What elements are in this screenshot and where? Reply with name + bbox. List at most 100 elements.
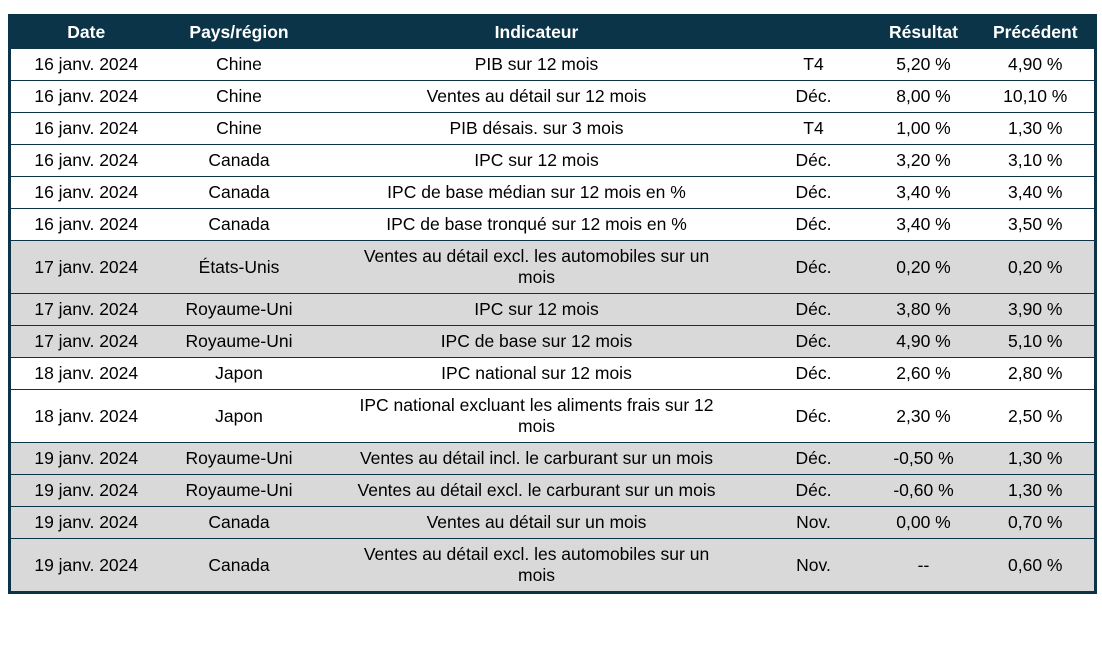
cell-date: 17 janv. 2024 [9, 325, 162, 358]
cell-period: Nov. [756, 506, 871, 539]
cell-result: 0,00 % [870, 506, 977, 539]
cell-region: Canada [161, 506, 317, 539]
cell-previous: 10,10 % [976, 80, 1096, 113]
cell-indicator: Ventes au détail sur un mois [316, 506, 757, 539]
cell-period: Déc. [756, 325, 871, 358]
cell-date: 18 janv. 2024 [9, 389, 162, 443]
cell-indicator: IPC de base sur 12 mois [316, 325, 757, 358]
column-header-indicator: Indicateur [316, 15, 757, 49]
table-row: 19 janv. 2024 Royaume-Uni Ventes au détail… [9, 442, 1096, 475]
table-row: 19 janv. 2024 Canada Ventes au détail excl… [9, 538, 1096, 593]
cell-region: Royaume-Uni [161, 442, 317, 475]
cell-indicator: Ventes au détail excl. le carburant sur … [316, 474, 757, 507]
cell-indicator: IPC national excluant les aliments frais… [316, 389, 757, 443]
cell-previous: 1,30 % [976, 442, 1096, 475]
cell-region: Canada [161, 208, 317, 241]
cell-previous: 0,20 % [976, 240, 1096, 294]
cell-region: Chine [161, 112, 317, 145]
cell-region: Canada [161, 144, 317, 177]
table-row: 17 janv. 2024 États-Unis Ventes au détail … [9, 240, 1096, 294]
cell-indicator: IPC national sur 12 mois [316, 357, 757, 390]
cell-date: 17 janv. 2024 [9, 240, 162, 294]
cell-result: -- [870, 538, 977, 593]
cell-previous: 3,40 % [976, 176, 1096, 209]
cell-period: T4 [756, 48, 871, 81]
cell-region: États-Unis [161, 240, 317, 294]
column-header-period [756, 15, 871, 49]
cell-region: Royaume-Uni [161, 293, 317, 326]
cell-region: Royaume-Uni [161, 325, 317, 358]
cell-result: 1,00 % [870, 112, 977, 145]
cell-date: 19 janv. 2024 [9, 538, 162, 593]
table-row: 19 janv. 2024 Canada Ventes au détail sur … [9, 506, 1096, 539]
table-body: 16 janv. 2024 Chine PIB sur 12 mois T4 5,20 … [9, 48, 1096, 593]
cell-period: Déc. [756, 357, 871, 390]
cell-period: Déc. [756, 293, 871, 326]
table-row: 19 janv. 2024 Royaume-Uni Ventes au détail… [9, 474, 1096, 507]
table-row: 16 janv. 2024 Chine PIB désais. sur 3 mois… [9, 112, 1096, 145]
cell-result: 2,30 % [870, 389, 977, 443]
cell-previous: 3,90 % [976, 293, 1096, 326]
cell-previous: 3,50 % [976, 208, 1096, 241]
cell-period: Déc. [756, 80, 871, 113]
cell-result: 4,90 % [870, 325, 977, 358]
cell-previous: 1,30 % [976, 474, 1096, 507]
cell-period: Déc. [756, 474, 871, 507]
cell-region: Canada [161, 176, 317, 209]
cell-date: 19 janv. 2024 [9, 442, 162, 475]
column-header-result: Résultat [870, 15, 977, 49]
cell-date: 19 janv. 2024 [9, 506, 162, 539]
cell-region: Japon [161, 357, 317, 390]
table-row: 18 janv. 2024 Japon IPC national sur 12 mo… [9, 357, 1096, 390]
cell-previous: 4,90 % [976, 48, 1096, 81]
cell-date: 17 janv. 2024 [9, 293, 162, 326]
table-row: 16 janv. 2024 Chine Ventes au détail sur 1… [9, 80, 1096, 113]
cell-date: 18 janv. 2024 [9, 357, 162, 390]
cell-indicator: PIB sur 12 mois [316, 48, 757, 81]
economic-calendar-table: Date Pays/région Indicateur Résultat Pré… [8, 14, 1097, 594]
cell-date: 16 janv. 2024 [9, 144, 162, 177]
cell-result: 5,20 % [870, 48, 977, 81]
table-row: 16 janv. 2024 Canada IPC sur 12 mois Déc. 3,… [9, 144, 1096, 177]
cell-previous: 2,50 % [976, 389, 1096, 443]
cell-date: 16 janv. 2024 [9, 176, 162, 209]
header-row: Date Pays/région Indicateur Résultat Pré… [9, 15, 1096, 49]
cell-date: 16 janv. 2024 [9, 112, 162, 145]
cell-region: Canada [161, 538, 317, 593]
column-header-previous: Précédent [976, 15, 1096, 49]
cell-indicator: PIB désais. sur 3 mois [316, 112, 757, 145]
cell-period: T4 [756, 112, 871, 145]
cell-period: Déc. [756, 240, 871, 294]
cell-period: Nov. [756, 538, 871, 593]
table-row: 16 janv. 2024 Canada IPC de base tronqué s… [9, 208, 1096, 241]
table-row: 17 janv. 2024 Royaume-Uni IPC de base sur … [9, 325, 1096, 358]
cell-indicator: Ventes au détail incl. le carburant sur … [316, 442, 757, 475]
cell-period: Déc. [756, 389, 871, 443]
cell-region: Chine [161, 80, 317, 113]
column-header-date: Date [9, 15, 162, 49]
cell-result: 2,60 % [870, 357, 977, 390]
cell-period: Déc. [756, 176, 871, 209]
cell-region: Chine [161, 48, 317, 81]
table-header: Date Pays/région Indicateur Résultat Pré… [9, 15, 1096, 49]
cell-result: 0,20 % [870, 240, 977, 294]
cell-date: 16 janv. 2024 [9, 208, 162, 241]
cell-previous: 0,60 % [976, 538, 1096, 593]
cell-previous: 3,10 % [976, 144, 1096, 177]
cell-date: 16 janv. 2024 [9, 48, 162, 81]
cell-result: 3,40 % [870, 208, 977, 241]
table-row: 17 janv. 2024 Royaume-Uni IPC sur 12 mois D… [9, 293, 1096, 326]
cell-date: 19 janv. 2024 [9, 474, 162, 507]
cell-previous: 0,70 % [976, 506, 1096, 539]
cell-period: Déc. [756, 144, 871, 177]
cell-result: -0,60 % [870, 474, 977, 507]
cell-period: Déc. [756, 208, 871, 241]
cell-result: 3,20 % [870, 144, 977, 177]
cell-previous: 1,30 % [976, 112, 1096, 145]
table-row: 18 janv. 2024 Japon IPC national excluant … [9, 389, 1096, 443]
table-row: 16 janv. 2024 Chine PIB sur 12 mois T4 5,20 … [9, 48, 1096, 81]
cell-indicator: IPC de base tronqué sur 12 mois en % [316, 208, 757, 241]
cell-period: Déc. [756, 442, 871, 475]
cell-result: 3,80 % [870, 293, 977, 326]
